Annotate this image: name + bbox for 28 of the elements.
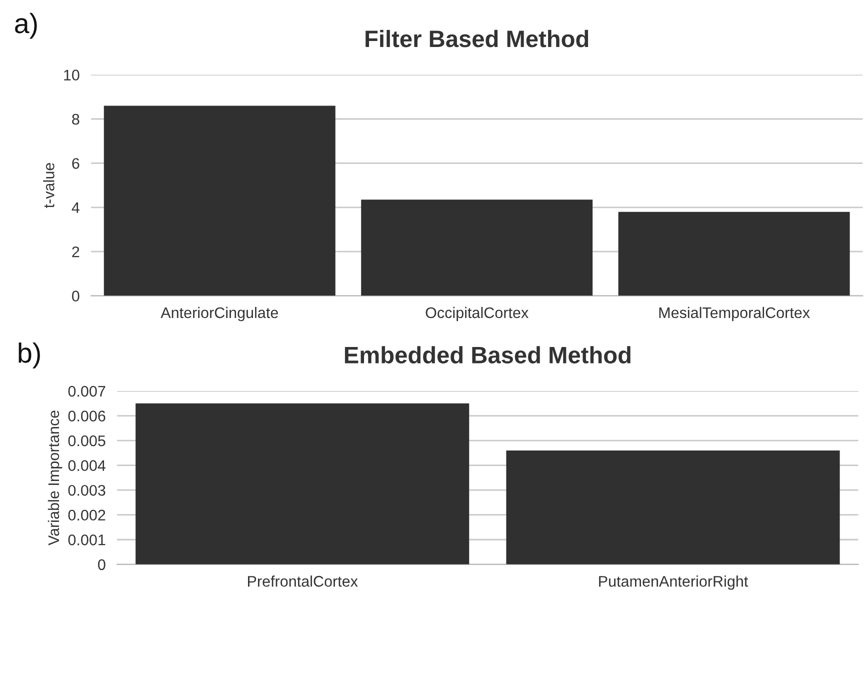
y-tick-label: 0.004 — [68, 460, 106, 471]
y-tick-label: 6 — [72, 158, 80, 169]
y-tick-label: 0.001 — [68, 534, 106, 546]
x-tick-label: AnteriorCingulate — [160, 306, 278, 322]
x-tick-label: PrefrontalCortex — [248, 576, 358, 587]
bar — [104, 106, 336, 296]
bar — [618, 212, 850, 296]
y-tick-label: 2 — [72, 246, 80, 258]
y-tick-label: 0.005 — [68, 435, 106, 446]
y-tick-label: 4 — [72, 202, 80, 213]
x-tick-label: OccipitalCortex — [426, 306, 528, 322]
y-tick-label: 0.002 — [68, 510, 106, 521]
bar — [361, 200, 593, 296]
x-tick-label: PutamenAnteriorRight — [599, 576, 748, 590]
y-tick-label: 0 — [98, 559, 106, 570]
chart-title: Filter Based Method — [366, 30, 588, 48]
y-tick-label: 0 — [72, 290, 80, 302]
text: b) — [18, 342, 40, 368]
y-tick-label: 10 — [64, 70, 80, 80]
x-tick-label: MesialTemporalCortex — [659, 306, 810, 322]
y-axis-title: t-value — [43, 163, 54, 208]
y-axis-title: Variable Importance — [48, 410, 62, 546]
y-tick-label: 0.003 — [68, 484, 106, 496]
chart-title: Embedded Based Method — [344, 346, 630, 364]
y-tick-label: 8 — [72, 114, 80, 125]
y-tick-label: 0.007 — [68, 386, 106, 397]
y-tick-label: 0.006 — [68, 410, 106, 422]
text: a) — [15, 12, 37, 39]
